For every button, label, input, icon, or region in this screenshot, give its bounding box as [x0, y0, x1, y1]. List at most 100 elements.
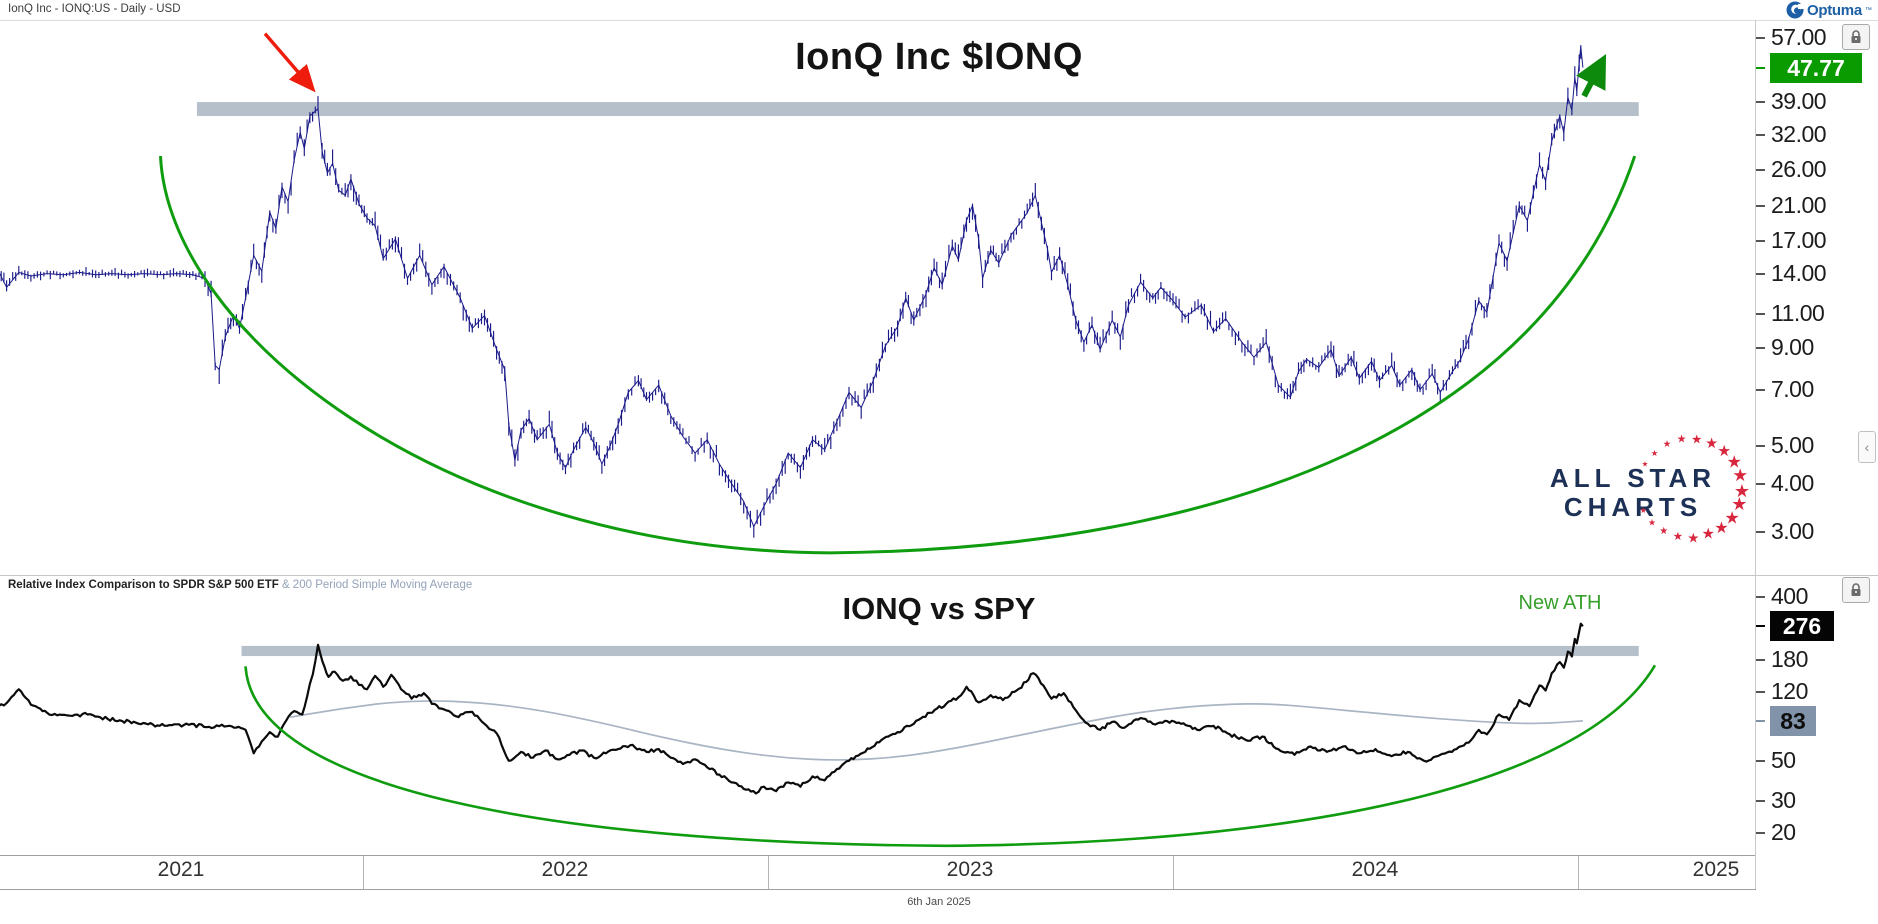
x-axis-year-label: 2023 [946, 858, 994, 881]
panel-divider [0, 575, 1878, 576]
y-tick-mark [1756, 239, 1765, 242]
cup-annotation-price[interactable] [159, 155, 1637, 555]
y-tick-mark [1756, 313, 1765, 315]
y-tick-label: 14.00 [1771, 259, 1827, 286]
lock-icon[interactable] [1842, 577, 1870, 603]
y-tick-mark [1756, 445, 1765, 448]
y-tick-mark [1756, 388, 1765, 391]
y-tick-label: 32.00 [1771, 120, 1827, 147]
star-icon: ★ [1726, 452, 1742, 472]
star-icon: ★ [1650, 447, 1659, 458]
y-tick-label: 21.00 [1771, 191, 1827, 218]
star-icon: ★ [1732, 465, 1749, 486]
last-date-label: 6th Jan 2025 [907, 896, 971, 908]
x-axis-year-label: 2024 [1351, 858, 1399, 881]
y-tick-mark [1756, 482, 1765, 485]
star-icon: ★ [1714, 519, 1729, 538]
watermark-line1: ALL STAR [1549, 463, 1717, 493]
y-tick-label: 17.00 [1771, 226, 1827, 253]
y-tick-mark [1756, 272, 1765, 275]
resistance-band-ratio[interactable] [241, 645, 1639, 657]
y-tick-label: 26.00 [1771, 155, 1827, 182]
y-tick-mark [1756, 596, 1765, 598]
bottom-panel-tool-label: Relative Index Comparison to SPDR S&P 50… [8, 579, 472, 591]
x-axis-divider [768, 856, 769, 889]
y-tick-label: 7.00 [1771, 375, 1814, 402]
y-tick-label: 11.00 [1771, 300, 1825, 326]
value-marker-tick [1756, 625, 1765, 628]
top-panel-title: IonQ Inc $IONQ [795, 36, 1083, 78]
ratio-last-value-marker: 276 [1770, 611, 1834, 641]
sma-label: & 200 Period Simple Moving Average [278, 579, 473, 591]
optuma-logo-text: Optuma [1807, 1, 1862, 19]
y-tick-mark [1756, 346, 1765, 349]
star-icon: ★ [1659, 525, 1669, 537]
collapse-panel-button[interactable]: ‹ [1858, 431, 1876, 463]
star-icon: ★ [1731, 494, 1748, 515]
y-tick-mark [1756, 204, 1765, 207]
y-tick-label: 9.00 [1771, 333, 1814, 360]
lock-icon[interactable] [1842, 24, 1870, 50]
y-tick-label: 4.00 [1771, 469, 1814, 496]
y-tick-mark [1756, 100, 1765, 103]
y-tick-mark [1756, 690, 1765, 693]
star-icon: ★ [1662, 438, 1672, 450]
scale-divider [1755, 20, 1756, 889]
y-tick-label: 20 [1771, 819, 1796, 845]
value-marker-tick [1756, 719, 1765, 722]
star-icon: ★ [1676, 433, 1687, 446]
sma-line[interactable] [289, 700, 1583, 761]
sma-value-marker: 83 [1770, 706, 1816, 736]
y-tick-mark [1756, 133, 1765, 136]
last-price-marker: 47.77 [1770, 53, 1862, 83]
red-arrow-annotation[interactable] [263, 32, 316, 93]
y-tick-mark [1756, 800, 1765, 803]
y-tick-mark [1756, 168, 1765, 171]
trademark-symbol: ™ [1864, 6, 1872, 14]
y-tick-label: 57.00 [1771, 24, 1827, 50]
x-axis-year-label: 2022 [541, 858, 589, 881]
value-marker-tick [1756, 66, 1765, 69]
star-icon: ★ [1724, 507, 1740, 528]
relative-comparison-label: Relative Index Comparison to SPDR S&P 50… [8, 579, 279, 591]
y-tick-mark [1756, 37, 1765, 39]
x-axis-divider [1173, 856, 1174, 889]
optuma-logo: Optuma ™ [1786, 1, 1872, 19]
y-tick-label: 39.00 [1771, 87, 1827, 114]
star-icon: ★ [1705, 435, 1718, 452]
star-icon: ★ [1672, 530, 1684, 544]
star-icon: ★ [1733, 480, 1751, 501]
star-icon: ★ [1717, 443, 1732, 461]
x-axis-year-label: 2025 [1692, 858, 1740, 881]
ratio-line[interactable] [0, 622, 1584, 795]
star-icon: ★ [1647, 517, 1656, 528]
y-tick-label: 180 [1771, 645, 1808, 672]
y-tick-label: 30 [1771, 787, 1796, 814]
x-axis-year-label: 2021 [157, 858, 205, 881]
price-daily-bars[interactable] [0, 45, 1582, 538]
header-divider [0, 20, 1878, 21]
x-axis-divider [363, 856, 364, 889]
star-icon: ★ [1641, 459, 1649, 469]
star-icon: ★ [1691, 432, 1703, 447]
y-tick-mark [1756, 759, 1765, 762]
cup-annotation-ratio[interactable] [244, 664, 1657, 848]
y-tick-mark [1756, 658, 1765, 661]
star-icon: ★ [1687, 530, 1700, 546]
y-tick-mark [1756, 832, 1765, 834]
star-icon: ★ [1639, 505, 1647, 515]
new-ath-annotation: New ATH [1518, 592, 1602, 614]
chart-title-bar: IonQ Inc - IONQ:US - Daily - USD [8, 3, 181, 15]
allstarcharts-watermark: ALL STAR CHARTS ★ ★ ★ ★ ★ ★ ★ ★ ★ ★ ★ ★ ★ ★ ★ ★ ★ ★ ★ [1538, 432, 1751, 550]
bottom-panel-title: IONQ vs SPY [842, 591, 1036, 626]
resistance-band-price[interactable] [196, 102, 1639, 117]
y-tick-label: 120 [1771, 677, 1808, 704]
optuma-logo-icon [1786, 1, 1804, 19]
y-tick-label: 3.00 [1771, 518, 1814, 544]
watermark-line2: CHARTS [1563, 492, 1703, 522]
axis-bottom-border [0, 889, 1756, 890]
green-arrow-annotation[interactable] [1576, 54, 1607, 98]
y-tick-mark [1756, 531, 1765, 533]
